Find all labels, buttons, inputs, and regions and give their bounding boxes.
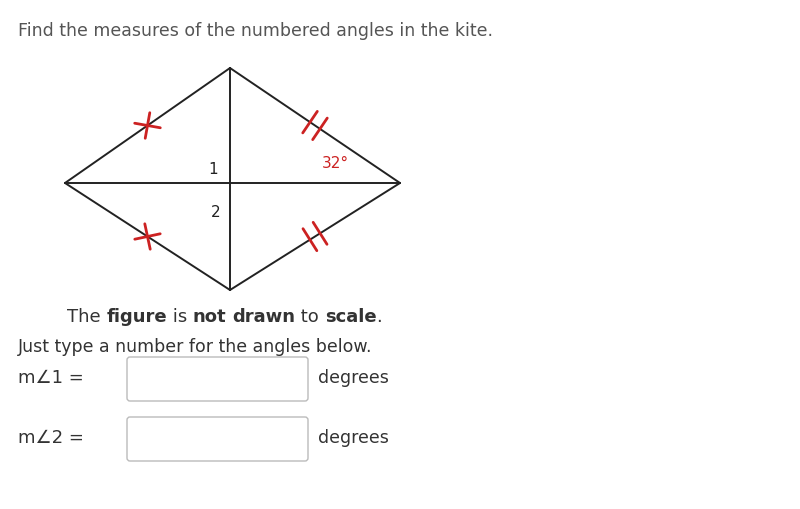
Text: The: The bbox=[67, 308, 106, 326]
Text: 2: 2 bbox=[210, 205, 220, 220]
Text: m∠2 =: m∠2 = bbox=[18, 429, 84, 447]
Text: drawn: drawn bbox=[232, 308, 295, 326]
Text: m∠1 =: m∠1 = bbox=[18, 369, 84, 387]
Text: Find the measures of the numbered angles in the kite.: Find the measures of the numbered angles… bbox=[18, 22, 493, 40]
Text: .: . bbox=[377, 308, 382, 326]
Text: not: not bbox=[193, 308, 226, 326]
Text: scale: scale bbox=[325, 308, 377, 326]
Text: figure: figure bbox=[106, 308, 167, 326]
Text: degrees: degrees bbox=[318, 429, 389, 447]
Text: 32°: 32° bbox=[322, 156, 349, 171]
FancyBboxPatch shape bbox=[127, 357, 308, 401]
Text: is: is bbox=[167, 308, 193, 326]
Text: 1: 1 bbox=[208, 161, 218, 177]
Text: degrees: degrees bbox=[318, 369, 389, 387]
FancyBboxPatch shape bbox=[127, 417, 308, 461]
Text: Just type a number for the angles below.: Just type a number for the angles below. bbox=[18, 338, 373, 356]
Text: to: to bbox=[295, 308, 325, 326]
